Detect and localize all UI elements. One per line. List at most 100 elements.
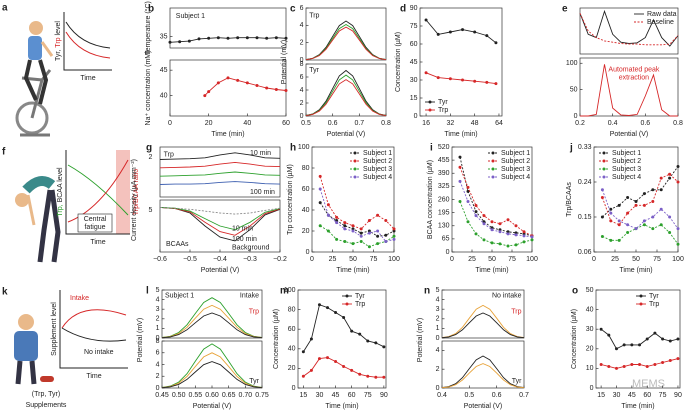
- y-tick-label: 0.15: [578, 214, 592, 221]
- legend-marker: [491, 167, 495, 171]
- marker: [334, 360, 338, 364]
- x-tick-label: 0: [592, 256, 596, 263]
- panel-label: n: [424, 286, 430, 297]
- annotation: Tyr: [249, 378, 259, 385]
- series-line: [459, 156, 533, 237]
- x-tick-label: 48: [471, 120, 479, 127]
- marker: [490, 241, 494, 245]
- inset-label: No intake: [84, 349, 114, 356]
- marker: [343, 221, 347, 225]
- legend-label: Tyr: [649, 293, 659, 300]
- inset-axes: [63, 12, 112, 71]
- annotation: Intake: [240, 293, 259, 300]
- y-tick-label: 60: [288, 326, 296, 333]
- marker: [351, 227, 355, 231]
- marker: [265, 86, 269, 90]
- legend-label: Subject 4: [501, 174, 530, 181]
- arm: [26, 194, 36, 226]
- marker: [622, 364, 626, 368]
- x-tick-label: 16: [422, 120, 430, 127]
- legend-label: Trp: [438, 107, 448, 114]
- marker: [318, 224, 322, 228]
- y-tick-label: 40: [586, 306, 594, 313]
- marker: [645, 337, 649, 341]
- marker: [376, 234, 380, 238]
- y-tick-label: 1: [436, 325, 440, 332]
- x-tick-label: 0.4: [437, 392, 447, 399]
- x-tick-label: 30: [316, 392, 324, 399]
- legend-marker: [602, 159, 606, 163]
- marker: [334, 311, 338, 315]
- legend-label: Subject 1: [612, 150, 641, 157]
- annotation: Trp: [164, 151, 174, 158]
- x-tick-label: 75: [370, 256, 378, 263]
- y-tick-label: 30: [586, 326, 594, 333]
- y-tick-label: 40: [160, 92, 168, 99]
- panel-label: i: [430, 143, 433, 154]
- annotation: Trp: [511, 308, 521, 315]
- label-part: level: [55, 21, 62, 36]
- annotation: Background: [232, 245, 269, 252]
- y-tick-label: 50: [586, 287, 594, 294]
- marker: [614, 347, 618, 351]
- marker: [609, 219, 613, 223]
- marker: [216, 36, 220, 40]
- annotation: extraction: [619, 75, 649, 82]
- inset-curve: [65, 31, 111, 59]
- y-tick-label: 100: [566, 60, 578, 67]
- panel-label: m: [280, 286, 289, 297]
- marker: [600, 188, 604, 192]
- legend-marker: [353, 175, 357, 179]
- inset-axes: [65, 150, 130, 235]
- marker: [326, 306, 330, 310]
- legend-marker: [602, 151, 606, 155]
- marker: [207, 90, 211, 94]
- marker: [630, 343, 634, 347]
- x-tick-label: 45: [628, 392, 636, 399]
- marker: [485, 34, 489, 38]
- marker: [617, 219, 621, 223]
- marker: [668, 339, 672, 343]
- y-tick-label: 2: [156, 316, 160, 323]
- legend-label: Subject 4: [363, 174, 392, 181]
- series-line: [425, 19, 497, 44]
- y-axis-label: Trp/BCAAs: [566, 182, 573, 217]
- marker: [676, 164, 680, 168]
- y-tick-label: 260: [438, 196, 450, 203]
- x-tick-label: 0.50: [172, 392, 186, 399]
- series-line: [159, 181, 281, 185]
- marker: [458, 200, 462, 204]
- x-tick-label: 25: [611, 256, 619, 263]
- x-tick-label: 75: [364, 392, 372, 399]
- x-tick-label: 100: [672, 256, 684, 263]
- watermark: MEMS: [632, 378, 665, 390]
- marker: [474, 232, 478, 236]
- annotation: 10 min: [232, 225, 253, 232]
- note: fatigue: [84, 224, 105, 231]
- marker: [676, 357, 680, 361]
- marker: [607, 364, 611, 368]
- marker: [366, 374, 370, 378]
- legend-label: Subject 1: [501, 150, 530, 157]
- marker: [653, 362, 657, 366]
- series-line: [319, 225, 395, 248]
- marker: [634, 203, 638, 207]
- y-tick-label: 2: [300, 100, 304, 107]
- illustration-k: k Supplement level Intake No intake Time…: [2, 287, 128, 409]
- inset-curve: [61, 327, 127, 342]
- y-tick-label: 40: [302, 207, 310, 214]
- series-line: [441, 355, 525, 389]
- series-line: [459, 201, 533, 247]
- marker: [676, 242, 680, 246]
- x-tick-label: 0.60: [205, 392, 219, 399]
- marker: [668, 176, 672, 180]
- inset-label: Intake: [70, 295, 89, 302]
- series-line: [161, 343, 263, 388]
- panel-label: d: [400, 4, 406, 15]
- y-tick-label: 2: [156, 373, 160, 380]
- marker: [622, 343, 626, 347]
- marker: [490, 220, 494, 224]
- y-tick-label: 3: [156, 306, 160, 313]
